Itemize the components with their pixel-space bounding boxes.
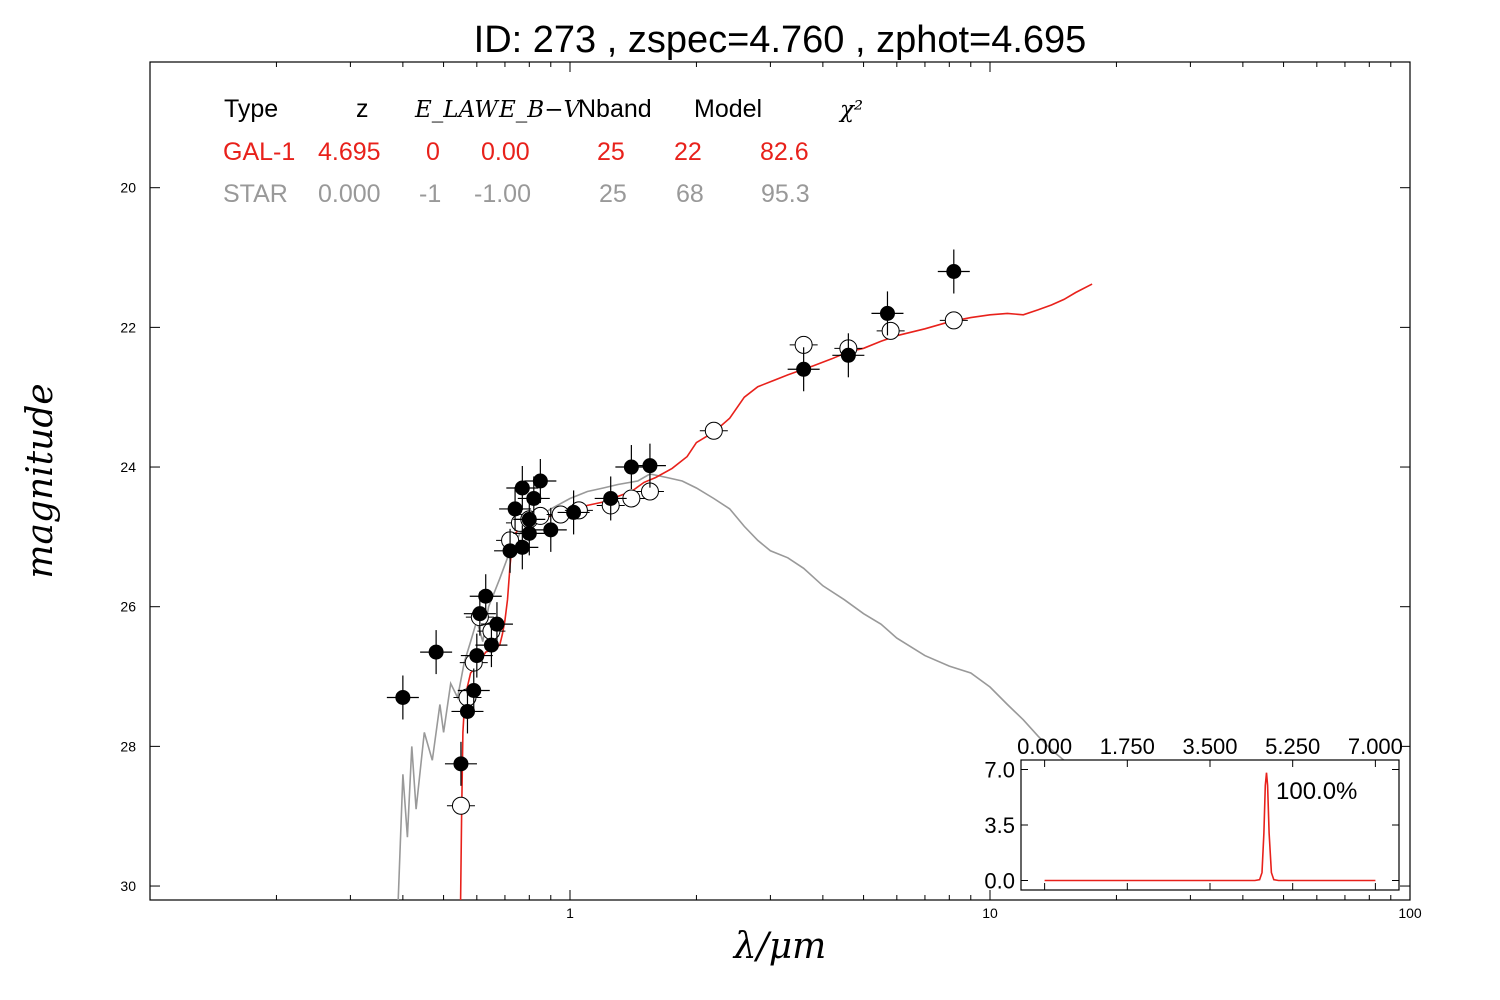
legend-header-z: z — [356, 95, 369, 123]
legend-star-z: 0.000 — [318, 180, 381, 208]
model-point — [704, 421, 723, 440]
inset-y-tick-label: 7.0 — [984, 758, 1015, 783]
legend-star-model: 68 — [676, 180, 704, 208]
observed-point — [623, 459, 639, 475]
legend-gal-model: 22 — [674, 138, 702, 166]
legend-gal-elaw: 0 — [426, 138, 440, 166]
observed-point — [507, 501, 523, 517]
legend-table: Type z E_LAW E_B−V Nband Model χ² GAL-1 … — [223, 95, 863, 208]
x-tick-label: 10 — [982, 905, 998, 921]
y-tick-label: 26 — [120, 599, 136, 615]
legend-gal-z: 4.695 — [318, 138, 381, 166]
observed-point — [483, 637, 499, 653]
inset-plot-area — [1044, 772, 1376, 882]
y-tick-label: 24 — [120, 459, 136, 475]
model-point — [944, 311, 963, 330]
inset-x-tick-label: 0.000 — [1017, 734, 1072, 759]
x-axis-label: λ/μm — [732, 926, 826, 967]
inset-axis-ticks: 0.000 1.750 3.500 5.250 7.000 0.0 3.5 7.0 — [984, 734, 1403, 893]
y-tick-label: 30 — [120, 878, 136, 894]
observed-point — [466, 683, 482, 698]
legend-row-gal: GAL-1 4.695 0 0.00 25 22 82.6 — [223, 138, 809, 166]
axis-ticks: 1 10 100 20 22 24 26 28 30 — [120, 62, 1422, 921]
inset-x-tick-label: 7.000 — [1348, 734, 1403, 759]
legend-star-chi2: 95.3 — [761, 180, 810, 208]
observed-point — [840, 347, 856, 363]
observed-point — [521, 525, 537, 541]
legend-star-type: STAR — [223, 180, 288, 208]
legend-star-ebv: -1.00 — [474, 180, 531, 208]
observed-point — [532, 473, 548, 489]
inset-annotation: 100.0% — [1276, 778, 1357, 805]
observed-point — [514, 480, 530, 496]
pdf-inset: 0.000 1.750 3.500 5.250 7.000 0.0 3.5 7.0 100.0… — [984, 734, 1403, 893]
observed-point — [526, 490, 542, 506]
observed-point — [478, 588, 494, 604]
y-tick-label: 20 — [120, 180, 136, 196]
pdf-line — [1044, 772, 1376, 882]
observed-point — [879, 305, 895, 321]
observed-point — [395, 689, 411, 705]
inset-x-tick-label: 1.750 — [1100, 734, 1155, 759]
observed-point — [453, 756, 469, 772]
legend-gal-chi2: 82.6 — [760, 138, 809, 166]
inset-x-tick-label: 5.250 — [1265, 734, 1320, 759]
inset-frame — [1020, 759, 1400, 891]
y-axis-label: magnitude — [20, 383, 61, 578]
legend-header-type: Type — [224, 95, 278, 123]
plot-area — [386, 249, 1093, 900]
observed-point — [472, 606, 488, 622]
observed-point — [428, 644, 444, 660]
y-tick-label: 22 — [120, 319, 136, 335]
legend-gal-ebv: 0.00 — [481, 138, 530, 166]
x-tick-label: 1 — [566, 905, 574, 921]
observed-point — [459, 703, 475, 719]
observed-point — [796, 361, 812, 377]
chart-title: ID: 273 , zspec=4.760 , zphot=4.695 — [474, 19, 1087, 61]
observed-point — [469, 648, 485, 664]
observed-point — [642, 458, 658, 474]
observed-point — [946, 264, 962, 279]
x-tick-label: 100 — [1398, 905, 1422, 921]
legend-star-nband: 25 — [599, 180, 627, 208]
y-tick-label: 28 — [120, 738, 136, 754]
legend-header-nband: Nband — [578, 95, 652, 123]
legend-gal-type: GAL-1 — [223, 138, 295, 166]
legend-star-elaw: -1 — [419, 180, 441, 208]
legend-header-elaw: E_LAW — [414, 97, 500, 123]
legend-row-star: STAR 0.000 -1 -1.00 25 68 95.3 — [223, 180, 810, 208]
inset-y-tick-label: 3.5 — [984, 813, 1015, 838]
model-point — [451, 796, 470, 815]
observed-point — [603, 490, 619, 506]
observed-point — [543, 522, 559, 538]
model-point — [881, 321, 900, 340]
observed-point — [514, 539, 530, 555]
legend-header-chi2: χ² — [838, 97, 863, 123]
star-template-line — [397, 473, 1088, 900]
plot-frame — [149, 61, 1411, 901]
inset-x-tick-label: 3.500 — [1182, 734, 1237, 759]
legend-header-ebv: E_B−V — [498, 97, 582, 123]
galaxy-template-line — [459, 283, 1093, 900]
observed-point — [489, 616, 505, 632]
observed-point — [566, 504, 582, 520]
legend-gal-nband: 25 — [597, 138, 625, 166]
legend-header-model: Model — [694, 95, 762, 123]
inset-y-tick-label: 0.0 — [984, 868, 1015, 893]
